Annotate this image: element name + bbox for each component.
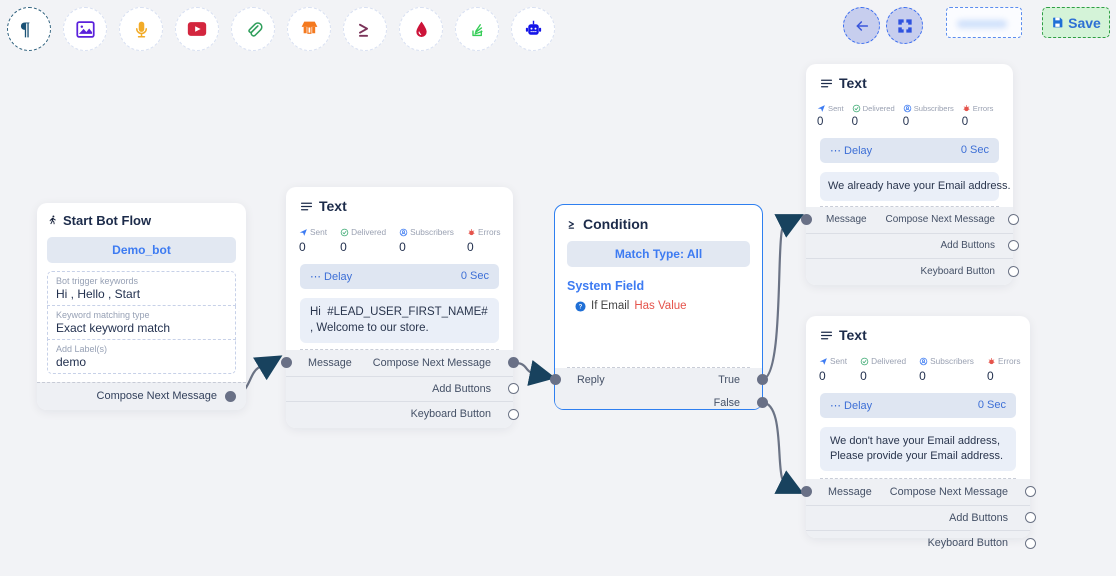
- svg-text:¶: ¶: [20, 19, 30, 39]
- svg-text:?: ?: [579, 304, 583, 310]
